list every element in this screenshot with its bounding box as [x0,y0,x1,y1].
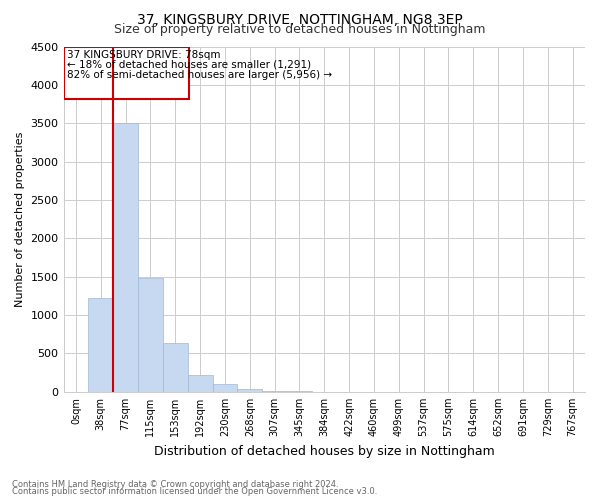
Bar [212,384,238,392]
Text: 37 KINGSBURY DRIVE: 78sqm: 37 KINGSBURY DRIVE: 78sqm [67,50,221,59]
Bar [138,278,163,392]
FancyBboxPatch shape [64,48,189,98]
Bar [88,298,113,392]
Y-axis label: Number of detached properties: Number of detached properties [15,132,25,307]
Text: Contains public sector information licensed under the Open Government Licence v3: Contains public sector information licen… [12,487,377,496]
Bar [188,375,212,392]
Text: ← 18% of detached houses are smaller (1,291): ← 18% of detached houses are smaller (1,… [67,59,311,69]
X-axis label: Distribution of detached houses by size in Nottingham: Distribution of detached houses by size … [154,444,494,458]
Text: Contains HM Land Registry data © Crown copyright and database right 2024.: Contains HM Land Registry data © Crown c… [12,480,338,489]
Text: 82% of semi-detached houses are larger (5,956) →: 82% of semi-detached houses are larger (… [67,70,332,80]
Bar [163,342,188,392]
Bar [113,123,138,392]
Bar [262,390,287,392]
Text: 37, KINGSBURY DRIVE, NOTTINGHAM, NG8 3EP: 37, KINGSBURY DRIVE, NOTTINGHAM, NG8 3EP [137,12,463,26]
Text: Size of property relative to detached houses in Nottingham: Size of property relative to detached ho… [114,22,486,36]
Bar [238,388,262,392]
